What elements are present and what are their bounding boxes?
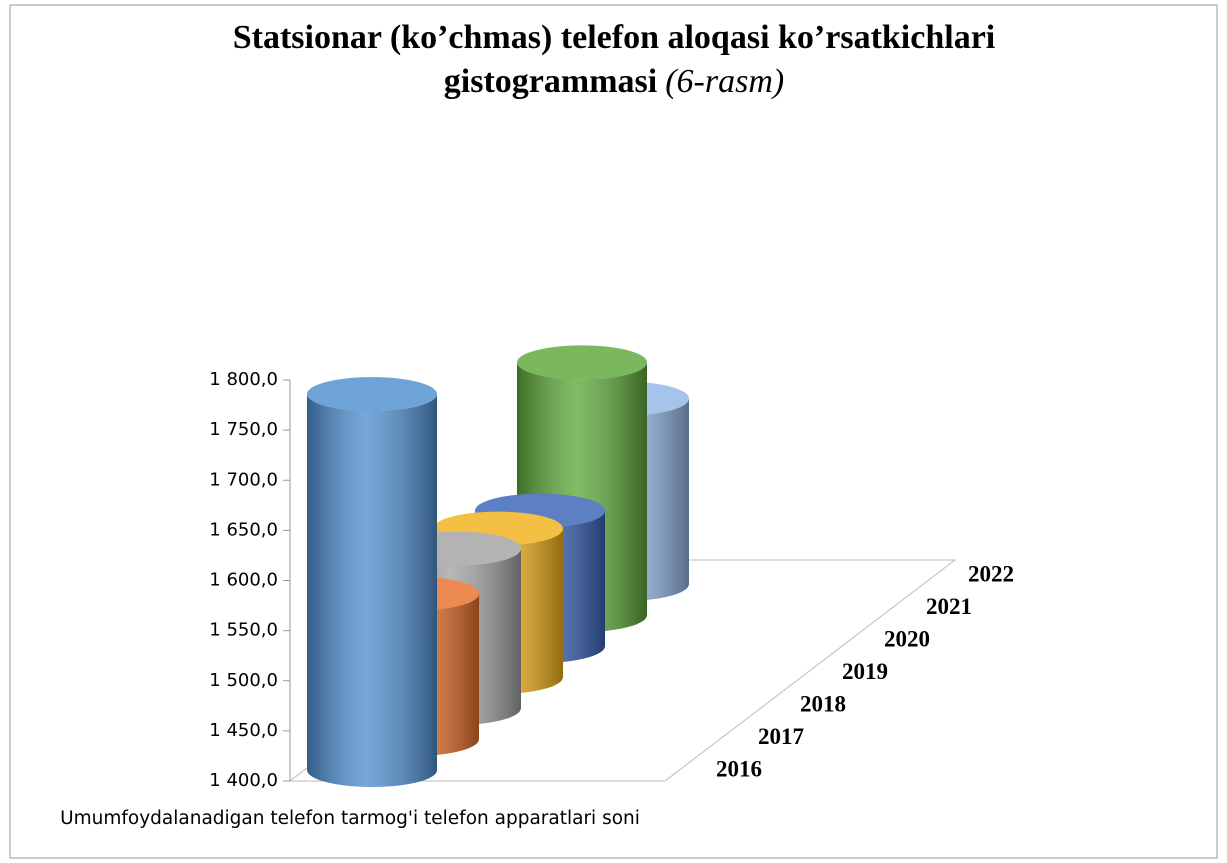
y-tick-label: 1 750,0 <box>209 419 278 440</box>
cylinder <box>307 377 437 787</box>
chart-title: gistogrammasi <box>444 63 657 100</box>
legend-label: 2019 <box>842 659 888 684</box>
y-tick-label: 1 600,0 <box>209 570 278 591</box>
frame <box>9 4 1218 859</box>
x-category-label: Umumfoydalanadigan telefon tarmog'i tele… <box>60 808 640 829</box>
bar-shade <box>307 394 437 787</box>
y-tick-label: 1 650,0 <box>209 519 278 540</box>
cylinder-top <box>517 345 647 380</box>
legend-label: 2018 <box>800 691 846 716</box>
y-tick-label: 1 400,0 <box>209 770 278 791</box>
y-tick-label: 1 800,0 <box>209 369 278 390</box>
legend-label: 2016 <box>716 756 762 781</box>
legend-label: 2021 <box>926 594 972 619</box>
y-tick-label: 1 700,0 <box>209 469 278 490</box>
cylinder-top <box>307 377 437 412</box>
legend-label: 2022 <box>968 561 1014 586</box>
y-tick-label: 1 550,0 <box>209 620 278 641</box>
chart-title: Statsionar (ko’chmas) telefon aloqasi ko… <box>233 19 995 56</box>
y-tick-label: 1 500,0 <box>209 670 278 691</box>
y-tick-label: 1 450,0 <box>209 720 278 741</box>
subtitle: (6-rasm) <box>665 63 784 100</box>
cylinder-top-shine <box>307 377 437 412</box>
cylinder-top-shine <box>517 345 647 380</box>
legend-label: 2017 <box>758 724 804 749</box>
chart-title: gistogrammasi (6-rasm) <box>444 63 784 100</box>
legend-label: 2020 <box>884 626 930 651</box>
